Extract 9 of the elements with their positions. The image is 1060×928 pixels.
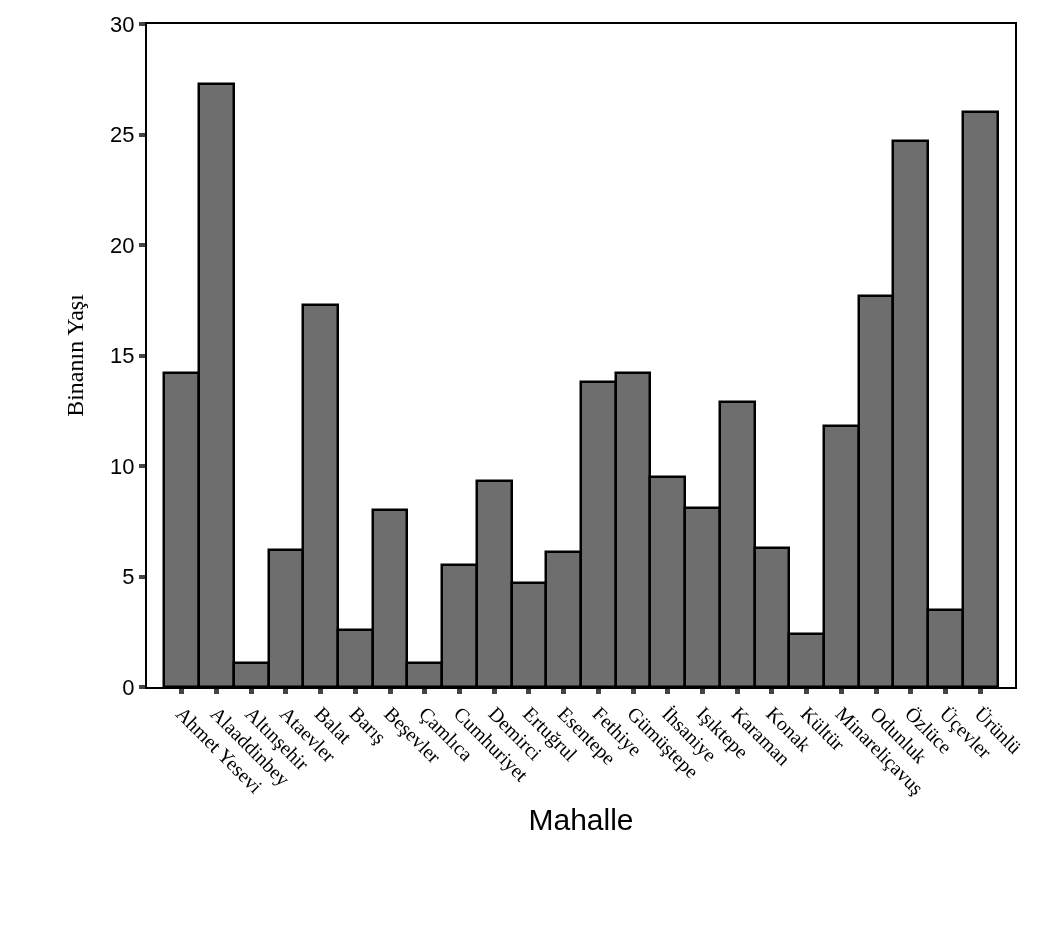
y-tick-label: 0	[122, 674, 135, 700]
x-axis-title: Mahalle	[528, 802, 634, 836]
y-tick-label: 5	[122, 564, 135, 590]
y-tick-label: 25	[110, 122, 135, 148]
y-tick-label: 15	[110, 343, 135, 369]
y-tick-label: 20	[110, 232, 135, 258]
y-axis-title: Binanın Yaşı	[61, 293, 88, 417]
y-tick-label: 30	[110, 11, 135, 37]
y-tick-label: 10	[110, 453, 135, 479]
